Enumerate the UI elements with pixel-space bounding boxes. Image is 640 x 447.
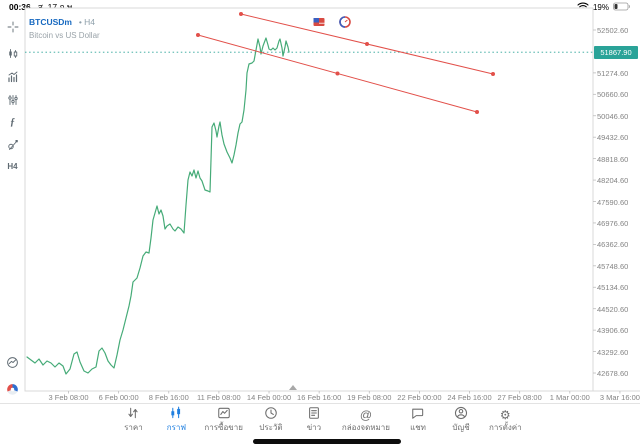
price-tick-label: 48818.60 — [597, 154, 629, 164]
toolbar-objects[interactable] — [0, 91, 25, 109]
price-tick-label: 45748.60 — [597, 261, 629, 271]
sliders-icon — [7, 94, 19, 106]
trendline-2-handle[interactable] — [365, 41, 369, 46]
toolbar-mt-logo[interactable] — [0, 380, 25, 398]
tab-price-arrows[interactable]: ราคา — [118, 406, 148, 433]
price-tick-label: 44520.60 — [597, 304, 629, 314]
chart-toolbar: ƒ H4 — [0, 8, 25, 395]
account-person-icon — [454, 406, 468, 425]
trendline-2-handle[interactable] — [239, 11, 243, 16]
toolbar-zoom-chart[interactable] — [0, 353, 25, 371]
trendline-1-handle[interactable] — [196, 33, 200, 38]
home-indicator[interactable] — [253, 439, 401, 444]
tab-chart-candles[interactable]: กราฟ — [161, 406, 191, 433]
toolbar-timeframe-label[interactable]: H4 — [0, 157, 25, 175]
mt-logo-icon — [6, 383, 19, 396]
price-arrows-icon — [126, 406, 140, 425]
time-axis: 3 Feb 08:00 6 Feb 00:00 8 Feb 16:00 11 Feb … — [0, 392, 640, 403]
tab-label: การซื้อขาย — [204, 423, 243, 432]
toolbar-crosshair[interactable] — [0, 18, 25, 36]
time-tick-label: 6 Feb 00:00 — [98, 393, 139, 402]
time-tick-label: 3 Mar 16:00 — [599, 393, 640, 402]
time-tick-label: 8 Feb 16:00 — [148, 393, 189, 402]
time-tick-label: 14 Feb 00:00 — [246, 393, 292, 402]
price-tick-label: 47590.60 — [597, 197, 629, 207]
function-icon: ƒ — [10, 116, 15, 128]
settings-gear-icon: ⚙ — [499, 408, 511, 422]
tab-history-clock[interactable]: ประวัติ — [256, 406, 286, 433]
time-tick-label: 3 Feb 08:00 — [48, 393, 89, 402]
price-tick-label: 49432.60 — [597, 133, 629, 143]
tab-label: ประวัติ — [259, 423, 283, 432]
status-date: ส. 17 ก.พ. — [37, 2, 75, 12]
tab-label: กล่องจดหมาย — [341, 423, 390, 432]
time-marker-icon[interactable] — [289, 385, 297, 390]
mailbox-at-icon: @ — [359, 408, 373, 422]
time-tick-label: 16 Feb 16:00 — [297, 393, 342, 402]
plot-border — [24, 7, 594, 392]
price-tick-label: 50660.60 — [597, 90, 629, 100]
price-tick-label: 43292.60 — [597, 347, 629, 357]
clock-event-hand — [344, 19, 348, 23]
chart-candles-icon — [169, 406, 183, 425]
tab-label: ข่าว — [306, 423, 322, 432]
price-tick-label: 46362.60 — [597, 240, 629, 250]
price-tick-label: 48204.60 — [597, 176, 629, 186]
shapes-icon — [7, 139, 19, 151]
price-tick-label: 45134.60 — [597, 283, 629, 293]
tab-mailbox-at[interactable]: @ กล่องจดหมาย — [342, 408, 390, 433]
tab-label: ราคา — [124, 423, 143, 432]
chat-bubble-icon — [411, 406, 425, 425]
time-tick-label: 22 Feb 00:00 — [397, 393, 442, 402]
trendline-1-handle[interactable] — [475, 110, 479, 115]
tab-account-person[interactable]: บัญชี — [446, 406, 476, 433]
toolbar-shapes[interactable] — [0, 136, 25, 154]
clock-event-left-half — [339, 16, 346, 28]
time-tick-label: 11 Feb 08:00 — [197, 393, 241, 402]
time-tick-label: 24 Feb 16:00 — [447, 393, 492, 402]
tab-news-doc[interactable]: ข่าว — [299, 406, 329, 433]
toolbar-indicators[interactable] — [0, 68, 25, 86]
history-clock-icon — [264, 406, 278, 425]
time-tick-label: 19 Feb 08:00 — [347, 393, 392, 402]
price-tick-label: 46976.60 — [597, 218, 629, 228]
tab-label: แชท — [410, 423, 426, 432]
time-tick-label: 27 Feb 08:00 — [497, 393, 542, 402]
tab-chat-bubble[interactable]: แชท — [403, 408, 433, 433]
news-flag-canton — [313, 18, 319, 23]
trendline-2-handle[interactable] — [491, 71, 495, 76]
tab-settings-gear[interactable]: ⚙ การตั้งค่า — [489, 408, 522, 433]
tab-label: บัญชี — [452, 423, 470, 432]
indicators-icon — [7, 71, 19, 83]
battery-icon — [613, 0, 631, 16]
price-tick-label: 51274.60 — [597, 68, 629, 78]
tab-label: การตั้งค่า — [489, 423, 522, 432]
status-time: 00:36 — [9, 2, 31, 12]
bottom-tab-bar: ราคา กราฟ การซื้อขาย ประวัติ ข่าว @ กล่องจดหมา… — [0, 403, 640, 441]
zoom-chart-icon — [6, 356, 19, 369]
tab-label: กราฟ — [166, 423, 187, 432]
price-axis: 52502.60 51274.60 50660.60 50046.60 49432.60… — [593, 8, 640, 391]
price-line-series — [26, 37, 290, 375]
timeframe-text: H4 — [7, 161, 18, 171]
price-tick-label: 42678.60 — [597, 369, 629, 379]
toolbar-functions[interactable]: ƒ — [0, 113, 25, 131]
news-doc-icon — [307, 406, 321, 425]
price-chart-svg[interactable] — [0, 0, 640, 402]
price-tick-label: 43906.60 — [597, 326, 629, 336]
trade-chart-icon — [217, 406, 231, 425]
price-tick-label: 52502.60 — [597, 26, 629, 35]
candles-icon — [7, 48, 19, 60]
crosshair-icon — [7, 21, 19, 33]
time-tick-label: 1 Mar 00:00 — [549, 393, 590, 402]
current-price-badge: 51867.90 — [594, 45, 638, 59]
toolbar-chart-type[interactable] — [0, 45, 25, 63]
trendline-1-handle[interactable] — [335, 71, 340, 76]
battery-percent: 19% — [592, 2, 609, 12]
tab-trade-chart[interactable]: การซื้อขาย — [204, 406, 243, 433]
price-tick-label: 50046.60 — [597, 111, 629, 121]
